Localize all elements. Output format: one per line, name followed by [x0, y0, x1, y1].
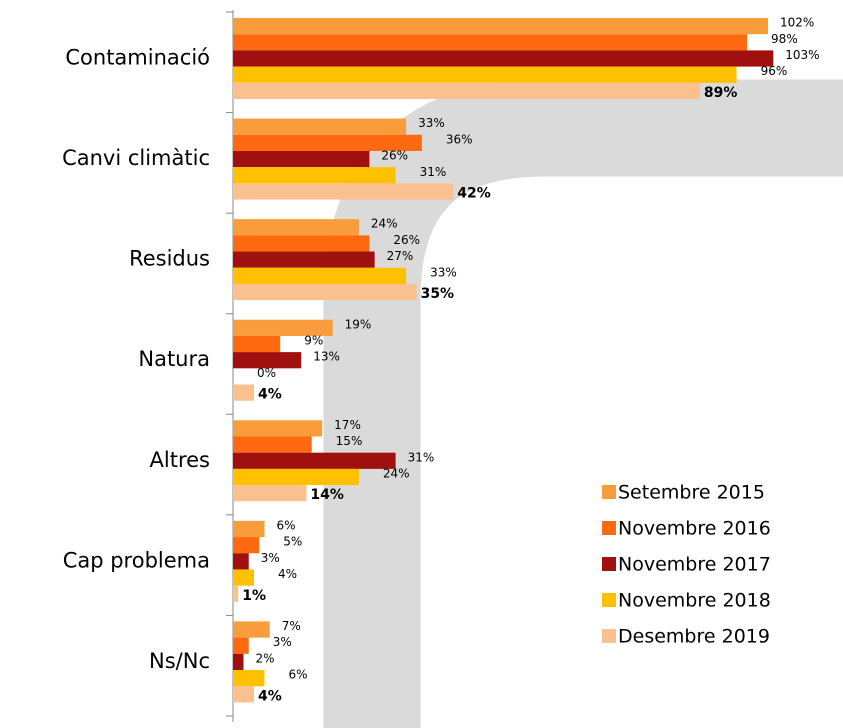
- value-label: 24%: [383, 466, 410, 480]
- legend-swatch: [602, 521, 616, 535]
- value-label: 1%: [242, 588, 266, 604]
- bar: [233, 252, 375, 268]
- value-label: 98%: [771, 32, 798, 46]
- value-label: 9%: [304, 334, 323, 348]
- legend-label: Desembre 2019: [618, 626, 770, 648]
- bar: [233, 621, 270, 637]
- category-label: Altres: [150, 448, 210, 472]
- value-label: 89%: [704, 85, 738, 101]
- value-label: 103%: [785, 48, 819, 62]
- bar: [233, 420, 322, 436]
- value-label: 31%: [408, 450, 435, 464]
- bar: [233, 83, 700, 99]
- value-label: 4%: [258, 688, 282, 704]
- value-label: 96%: [761, 64, 788, 78]
- value-label: 26%: [393, 233, 420, 247]
- bar: [233, 436, 312, 452]
- bar: [233, 686, 254, 702]
- value-label: 4%: [258, 387, 282, 403]
- bar: [233, 654, 243, 670]
- value-label: 14%: [310, 487, 344, 503]
- bar: [233, 469, 359, 485]
- value-label: 3%: [261, 551, 280, 565]
- value-label: 7%: [282, 619, 301, 633]
- legend-label: Novembre 2018: [618, 590, 771, 612]
- value-label: 2%: [255, 651, 274, 665]
- bar: [233, 638, 249, 654]
- bar: [233, 167, 396, 183]
- bar: [233, 586, 238, 602]
- bar: [233, 34, 747, 50]
- value-label: 27%: [387, 249, 414, 263]
- value-label: 42%: [457, 185, 491, 201]
- value-label: 3%: [273, 635, 292, 649]
- bar: [233, 336, 280, 352]
- value-label: 19%: [345, 317, 372, 331]
- value-label: 15%: [336, 434, 363, 448]
- value-label: 0%: [257, 366, 276, 380]
- bar: [233, 485, 306, 501]
- value-label: 5%: [283, 535, 302, 549]
- legend-swatch: [602, 593, 616, 607]
- value-label: 24%: [371, 217, 398, 231]
- value-label: 17%: [334, 418, 361, 432]
- legend-label: Novembre 2017: [618, 554, 771, 576]
- value-label: 4%: [278, 567, 297, 581]
- bar: [233, 284, 417, 300]
- bar: [233, 670, 264, 686]
- bar: [233, 453, 396, 469]
- value-label: 31%: [420, 165, 447, 179]
- chart: Contaminació 102% 98% 103% 96% 89% Canvi climà…: [0, 0, 843, 728]
- bar: [233, 268, 406, 284]
- value-label: 6%: [276, 518, 295, 532]
- legend-swatch: [602, 557, 616, 571]
- bar: [233, 537, 259, 553]
- bar: [233, 18, 768, 34]
- bar: [233, 183, 453, 199]
- bar: [233, 553, 249, 569]
- value-label: 33%: [418, 116, 445, 130]
- value-label: 35%: [421, 286, 455, 302]
- category-label: Contaminació: [65, 46, 210, 70]
- bar: [233, 151, 369, 167]
- bar: [233, 569, 254, 585]
- value-label: 36%: [446, 132, 473, 146]
- bar: [233, 219, 359, 235]
- legend-swatch: [602, 485, 616, 499]
- category-label: Residus: [129, 247, 210, 271]
- value-label: 33%: [430, 265, 457, 279]
- category-label: Ns/Nc: [149, 649, 210, 673]
- value-label: 13%: [313, 350, 340, 364]
- category-label: Natura: [138, 347, 210, 371]
- bar: [233, 235, 369, 251]
- value-label: 102%: [780, 16, 814, 30]
- bar: [233, 50, 773, 66]
- legend-swatch: [602, 629, 616, 643]
- bar: [233, 385, 254, 401]
- value-label: 26%: [381, 149, 408, 163]
- legend-label: Novembre 2016: [618, 518, 771, 540]
- bar: [233, 521, 264, 537]
- category-label: Canvi climàtic: [62, 146, 210, 170]
- bar: [233, 119, 406, 135]
- legend-label: Setembre 2015: [618, 482, 765, 504]
- category-label: Cap problema: [63, 548, 210, 572]
- value-label: 6%: [288, 668, 307, 682]
- bar: [233, 67, 737, 83]
